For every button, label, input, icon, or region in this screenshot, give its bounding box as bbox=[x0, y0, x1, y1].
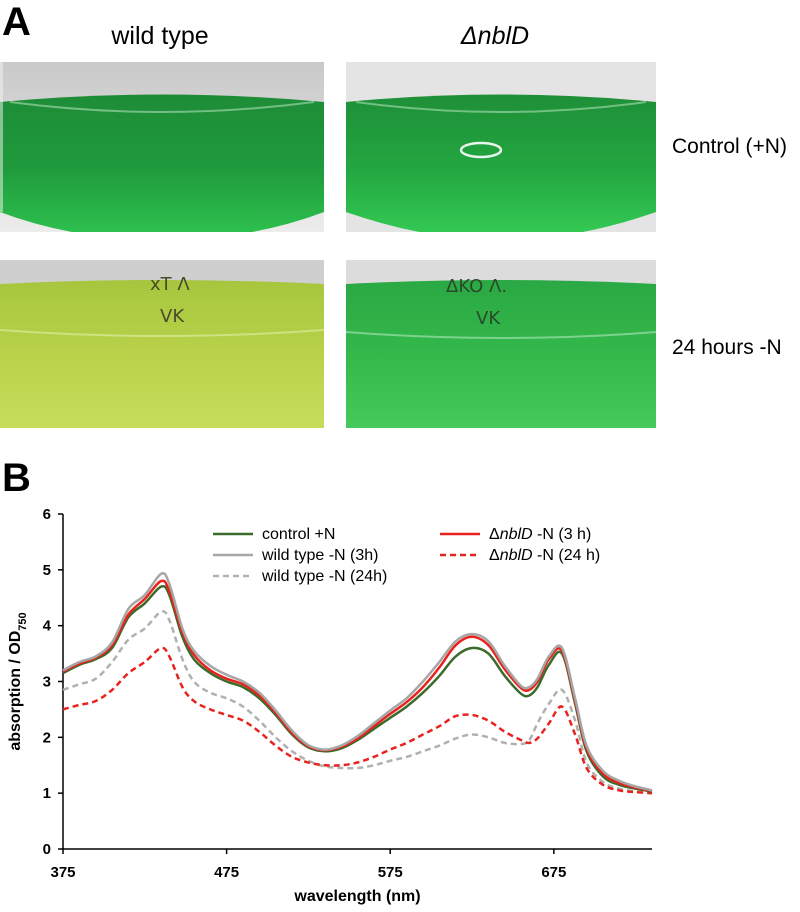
handwritten-label-wt-2: VK bbox=[160, 306, 185, 327]
series-line-0 bbox=[62, 584, 653, 793]
legend-label-prefix: Δ bbox=[489, 547, 500, 564]
y-tick-label: 5 bbox=[43, 562, 51, 579]
panel-b-letter: B bbox=[2, 456, 31, 500]
x-tick-label: 375 bbox=[50, 864, 75, 881]
y-tick-label: 4 bbox=[43, 618, 52, 635]
x-tick-label: 475 bbox=[214, 864, 239, 881]
y-tick-label: 3 bbox=[43, 674, 51, 691]
absorption-chart: 0 1 2 3 4 5 6 375 475 575 675 control +N wild type … bbox=[7, 506, 653, 905]
x-tick-label: 675 bbox=[541, 864, 566, 881]
legend-label-suffix: -N (24 h) bbox=[533, 547, 601, 564]
series-line-2 bbox=[62, 610, 653, 795]
legend-label: wild type -N (3h) bbox=[261, 547, 378, 564]
series-line-4 bbox=[62, 646, 653, 795]
column-label-nbld: ΔnblD bbox=[460, 22, 530, 50]
chart-legend: control +N wild type -N (3h) wild type -N … bbox=[213, 526, 600, 585]
y-axis-label-subscript: 750 bbox=[17, 612, 29, 630]
flask-photo-nbld-control bbox=[346, 62, 656, 232]
legend-label: ΔnblD -N (3 h) bbox=[489, 526, 591, 543]
legend-label-gene: nblD bbox=[500, 547, 533, 564]
handwritten-label-wt-1: хT Λ bbox=[150, 274, 190, 295]
flask-photo-wild-type-minus-n: хT Λ VK bbox=[0, 260, 324, 428]
legend-label-suffix: -N (3 h) bbox=[533, 526, 592, 543]
legend-label: ΔnblD -N (24 h) bbox=[489, 547, 600, 564]
y-tick-label: 1 bbox=[43, 785, 51, 802]
legend-label-prefix: Δ bbox=[489, 526, 500, 543]
column-label-wild-type: wild type bbox=[111, 22, 209, 50]
row-label-control: Control (+N) bbox=[672, 135, 787, 158]
y-tick-label: 0 bbox=[43, 841, 51, 858]
flask-photo-nbld-minus-n: ΔKO Λ. VK bbox=[346, 260, 656, 428]
legend-label-gene: nblD bbox=[500, 526, 533, 543]
y-tick-label: 6 bbox=[43, 506, 51, 523]
series-line-1 bbox=[62, 571, 653, 792]
series-line-3 bbox=[62, 579, 653, 793]
legend-label: control +N bbox=[262, 526, 335, 543]
flask-photo-wild-type-control bbox=[0, 62, 324, 232]
handwritten-label-ko-1: ΔKO Λ. bbox=[446, 276, 507, 297]
y-axis-label-main: absorption / OD bbox=[7, 631, 24, 751]
y-axis-label: absorption / OD750 bbox=[7, 612, 29, 750]
chart-series-layer bbox=[62, 571, 653, 795]
legend-label: wild type -N (24h) bbox=[261, 568, 387, 585]
panel-a-letter: A bbox=[2, 0, 31, 44]
x-tick-label: 575 bbox=[378, 864, 403, 881]
x-axis-label: wavelength (nm) bbox=[293, 888, 420, 905]
chart-axes: 0 1 2 3 4 5 6 375 475 575 675 bbox=[43, 506, 652, 881]
handwritten-label-ko-2: VK bbox=[476, 308, 501, 329]
row-label-24h: 24 hours -N bbox=[672, 336, 782, 359]
y-tick-label: 2 bbox=[43, 729, 51, 746]
